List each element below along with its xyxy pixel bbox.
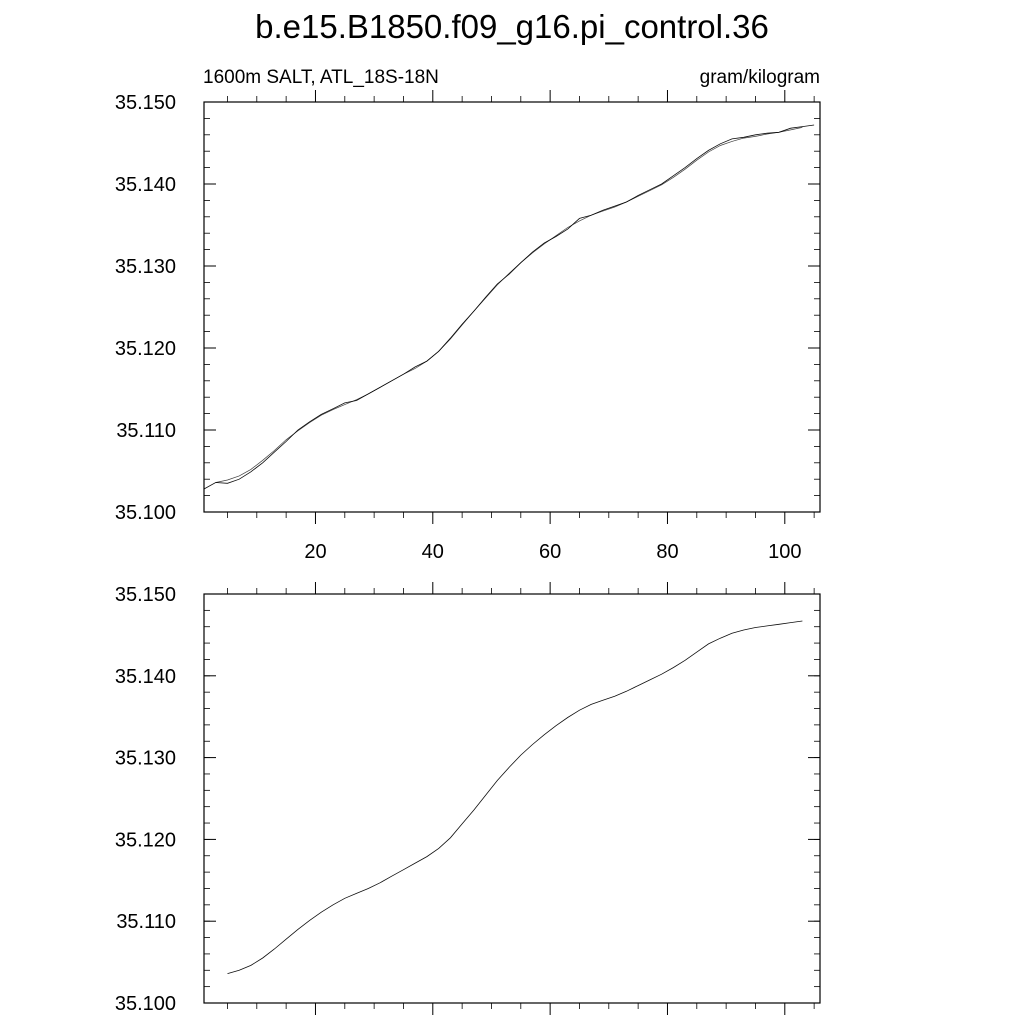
top-panel: 35.100 35.110 35.120 35.130 35.140 35.150 20 40…: [115, 90, 821, 563]
top-series-line-2: [215, 127, 803, 483]
top-y-tick-label: 35.110: [116, 420, 176, 442]
bottom-y-tick-label: 35.110: [116, 911, 176, 933]
top-x-tick-label: 40: [422, 541, 444, 563]
bottom-series-line-1: [227, 620, 803, 974]
bottom-y-tick-label: 35.150: [115, 584, 176, 606]
top-y-tick-label: 35.130: [115, 256, 176, 278]
top-x-tick-label: 60: [539, 541, 561, 563]
top-plot-frame: [203, 101, 821, 513]
top-x-tick-label: 80: [656, 541, 678, 563]
top-series-line-1: [203, 124, 815, 490]
bottom-y-tick-label: 35.130: [115, 748, 176, 770]
bottom-y-tick-label: 35.120: [115, 829, 176, 851]
bottom-plot-frame: [203, 593, 821, 1004]
top-y-tick-label: 35.120: [115, 338, 176, 360]
top-y-tick-label: 35.150: [115, 92, 176, 114]
top-x-tick-label: 100: [768, 541, 801, 563]
chart-subtitle-right: gram/kilogram: [700, 67, 820, 88]
chart-subtitle-left: 1600m SALT, ATL_18S-18N: [203, 67, 439, 88]
bottom-y-tick-label: 35.140: [115, 666, 176, 688]
top-y-tick-label: 35.100: [115, 502, 176, 524]
bottom-panel: 35.100 35.110 35.120 35.130 35.140 35.150: [115, 582, 821, 1015]
bottom-y-tick-label: 35.100: [115, 993, 176, 1015]
top-x-tick-label: 20: [304, 541, 326, 563]
chart-title: b.e15.B1850.f09_g16.pi_control.36: [255, 8, 769, 45]
top-y-tick-label: 35.140: [115, 174, 176, 196]
